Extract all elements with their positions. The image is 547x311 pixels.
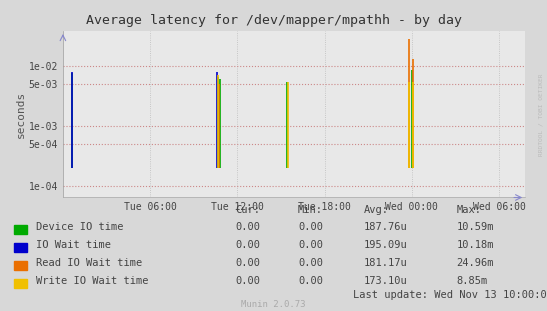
Text: 0.00: 0.00	[298, 258, 323, 268]
Text: Min:: Min:	[298, 205, 323, 215]
Text: 181.17u: 181.17u	[364, 258, 408, 268]
Text: Cur:: Cur:	[235, 205, 260, 215]
Text: Munin 2.0.73: Munin 2.0.73	[241, 300, 306, 309]
Text: 195.09u: 195.09u	[364, 240, 408, 250]
Text: Avg:: Avg:	[364, 205, 389, 215]
Text: Device IO time: Device IO time	[36, 222, 123, 232]
Text: 173.10u: 173.10u	[364, 276, 408, 286]
Text: 24.96m: 24.96m	[457, 258, 494, 268]
Text: Max:: Max:	[457, 205, 482, 215]
Text: 0.00: 0.00	[298, 222, 323, 232]
Text: Last update: Wed Nov 13 10:00:06 2024: Last update: Wed Nov 13 10:00:06 2024	[353, 290, 547, 299]
Text: 0.00: 0.00	[235, 258, 260, 268]
Text: RRDTOOL / TOBI OETIKER: RRDTOOL / TOBI OETIKER	[538, 74, 543, 156]
Text: 0.00: 0.00	[235, 276, 260, 286]
Text: 0.00: 0.00	[298, 276, 323, 286]
Text: 10.59m: 10.59m	[457, 222, 494, 232]
Text: 0.00: 0.00	[235, 240, 260, 250]
Text: 10.18m: 10.18m	[457, 240, 494, 250]
Y-axis label: seconds: seconds	[16, 91, 26, 138]
Text: 0.00: 0.00	[298, 240, 323, 250]
Text: Average latency for /dev/mapper/mpathh - by day: Average latency for /dev/mapper/mpathh -…	[85, 14, 462, 27]
Text: 8.85m: 8.85m	[457, 276, 488, 286]
Text: 187.76u: 187.76u	[364, 222, 408, 232]
Text: IO Wait time: IO Wait time	[36, 240, 110, 250]
Text: Read IO Wait time: Read IO Wait time	[36, 258, 142, 268]
Text: 0.00: 0.00	[235, 222, 260, 232]
Text: Write IO Wait time: Write IO Wait time	[36, 276, 148, 286]
